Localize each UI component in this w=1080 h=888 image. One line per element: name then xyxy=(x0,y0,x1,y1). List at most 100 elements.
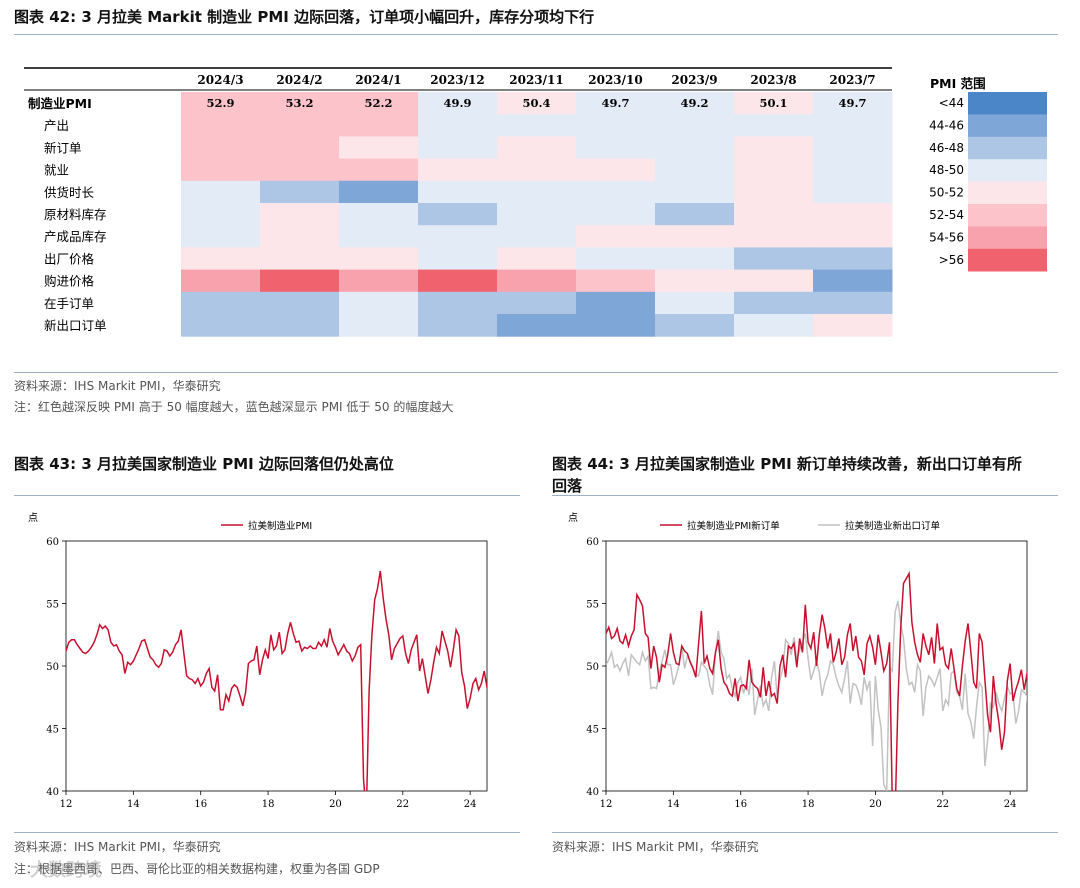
heatmap-cell xyxy=(339,92,419,115)
heatmap-cell xyxy=(181,203,261,226)
pmi-value-label: 50.4 xyxy=(522,96,550,110)
pmi-value-label: 49.9 xyxy=(443,96,471,110)
heatmap-cell xyxy=(813,136,893,160)
pmi-value-label: 53.2 xyxy=(285,96,313,110)
heatmap-cell xyxy=(418,203,498,226)
heatmap-cell xyxy=(181,92,261,115)
y-tick-label: 60 xyxy=(46,537,59,548)
heatmap-cell xyxy=(734,247,814,271)
heatmap-cell xyxy=(497,92,577,115)
heatmap-cell xyxy=(576,269,656,293)
fig44-line-chart: 点 40 45 50 55 60 12 14 16 18 20 22 24 拉美制造业PMI新订单 拉美制造… xyxy=(568,512,1028,810)
fig44-title-line1: 图表 44: 3 月拉美国家制造业 PMI 新订单持续改善，新出口订单有所 xyxy=(552,455,1022,473)
heatmap-cell xyxy=(497,291,577,315)
heatmap-cell xyxy=(260,314,340,337)
heatmap-cell xyxy=(497,203,577,226)
fig43-title-rule xyxy=(14,495,520,496)
y-tick-label: 45 xyxy=(46,725,59,736)
heatmap-cell xyxy=(576,158,656,182)
fig43-line-chart: 点 40 45 50 55 60 12 14 16 18 20 22 24 拉美制造业PMI xyxy=(28,512,488,810)
heatmap-cell xyxy=(181,225,261,248)
fig42-bottom-rule xyxy=(14,372,1058,373)
legend-label: <44 xyxy=(939,96,964,110)
column-header: 2023/9 xyxy=(671,73,717,87)
heatmap-cell xyxy=(418,114,498,137)
heatmap-cell xyxy=(576,180,656,204)
heatmap-cell xyxy=(655,136,735,160)
x-tick-label: 16 xyxy=(734,799,747,810)
heatmap-cell xyxy=(260,180,340,204)
heatmap-cell xyxy=(260,225,340,248)
heatmap-cell xyxy=(260,247,340,271)
heatmap-cell xyxy=(497,114,577,137)
heatmap-cell xyxy=(734,180,814,204)
y-tick-label: 45 xyxy=(586,725,599,736)
heatmap-cell xyxy=(260,92,340,115)
legend-label: 52-54 xyxy=(929,208,964,222)
heatmap-cell xyxy=(181,136,261,160)
heatmap-cell xyxy=(655,225,735,248)
heatmap-cell xyxy=(418,92,498,115)
legend-label: 54-56 xyxy=(929,230,964,244)
heatmap-cell xyxy=(339,314,419,337)
heatmap-cell xyxy=(260,136,340,160)
legend-swatch xyxy=(968,181,1047,205)
legend-label: 拉美制造业新出口订单 xyxy=(845,520,941,532)
legend-label: 44-46 xyxy=(929,118,964,132)
column-header: 2024/3 xyxy=(197,73,243,87)
heatmap-cell xyxy=(181,269,261,293)
pmi-value-label: 52.2 xyxy=(364,96,392,110)
column-header: 2023/12 xyxy=(430,73,484,87)
heatmap-cell xyxy=(734,136,814,160)
heatmap-cell xyxy=(339,269,419,293)
row-label: 制造业PMI xyxy=(28,96,92,111)
heatmap-cell xyxy=(181,158,261,182)
series-line-拉美制造业PMI新订单 xyxy=(606,570,1027,791)
row-label: 在手订单 xyxy=(44,296,94,311)
heatmap-cell xyxy=(497,180,577,204)
heatmap-cell xyxy=(734,92,814,115)
heatmap-cell xyxy=(813,203,893,226)
heatmap-cell xyxy=(418,225,498,248)
fig44-title-line2: 回落 xyxy=(552,477,583,495)
heatmap-cell xyxy=(655,203,735,226)
heatmap-cell xyxy=(813,114,893,137)
heatmap-cell xyxy=(181,314,261,337)
y-tick-label: 50 xyxy=(46,662,59,673)
heatmap-cell xyxy=(655,158,735,182)
heatmap-cell xyxy=(418,158,498,182)
heatmap-cell xyxy=(418,180,498,204)
heatmap-cell xyxy=(734,269,814,293)
column-header: 2023/8 xyxy=(750,73,796,87)
x-tick-label: 24 xyxy=(464,799,477,810)
heatmap-cell xyxy=(813,269,893,293)
fig43-title: 图表 43: 3 月拉美国家制造业 PMI 边际回落但仍处高位 xyxy=(14,455,394,473)
legend-label: 拉美制造业PMI xyxy=(248,520,312,532)
heatmap-cell xyxy=(339,114,419,137)
legend-swatch xyxy=(968,136,1047,160)
y-tick-label: 55 xyxy=(586,600,599,611)
x-tick-label: 12 xyxy=(60,799,73,810)
heatmap-cell xyxy=(576,247,656,271)
column-header: 2023/7 xyxy=(829,73,875,87)
fig43-footnote: 注：根据墨西哥、巴西、哥伦比亚的相关数据构建，权重为各国 GDP xyxy=(14,862,380,876)
heatmap-cell xyxy=(734,314,814,337)
legend-swatch xyxy=(968,159,1047,182)
x-tick-label: 18 xyxy=(802,799,815,810)
pmi-heatmap-table: 2024/3 2024/2 2024/1 2023/12 2023/11 2023/10 2… xyxy=(24,67,1047,337)
heatmap-cell xyxy=(655,314,735,337)
heatmap-cell xyxy=(734,158,814,182)
x-tick-label: 12 xyxy=(600,799,613,810)
heatmap-cell xyxy=(339,247,419,271)
heatmap-cell xyxy=(813,225,893,248)
watermark: 大数跨境 xyxy=(30,860,102,881)
row-label: 新出口订单 xyxy=(44,318,107,333)
fig42-note: 注：红色越深反映 PMI 高于 50 幅度越大，蓝色越深显示 PMI 低于 50… xyxy=(14,400,454,414)
heatmap-cell xyxy=(181,247,261,271)
heatmap-cell xyxy=(181,291,261,315)
series-line-拉美制造业PMI xyxy=(66,570,487,791)
heatmap-cell xyxy=(813,291,893,315)
column-header: 2024/1 xyxy=(355,73,401,87)
x-tick-label: 14 xyxy=(127,799,140,810)
legend-label: 50-52 xyxy=(929,186,964,200)
